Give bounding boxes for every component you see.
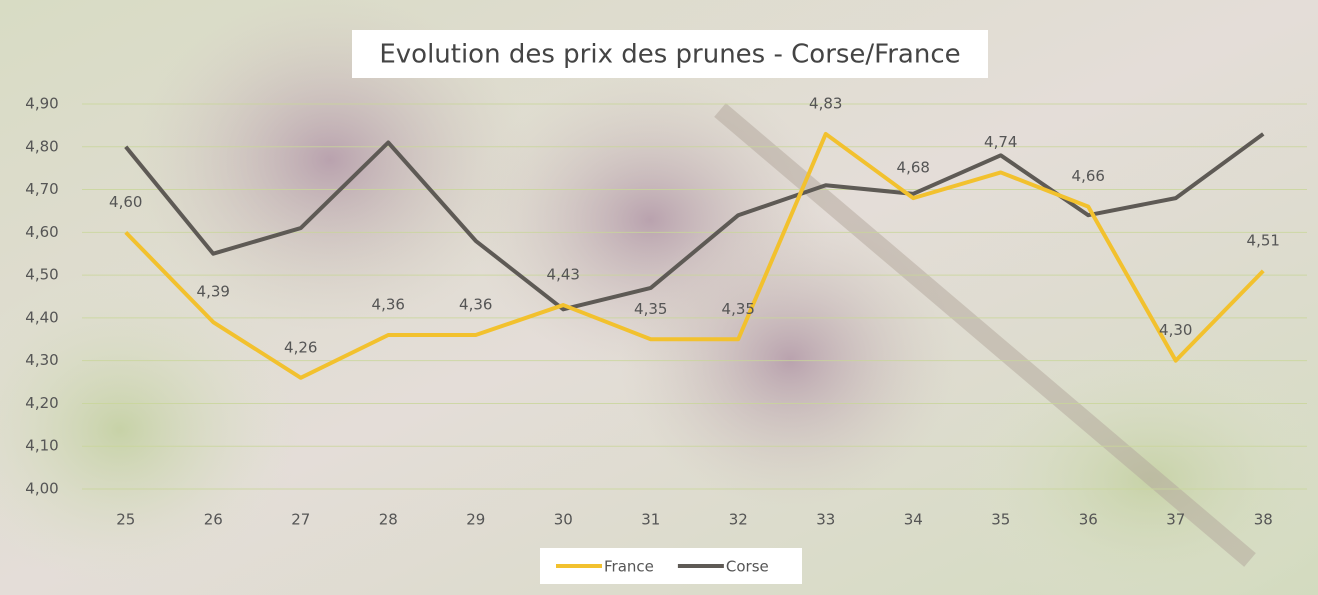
data-label: 4,36 xyxy=(372,296,405,314)
x-tick-label: 29 xyxy=(466,511,485,529)
x-tick-label: 37 xyxy=(1166,511,1185,529)
x-tick-label: 25 xyxy=(116,511,135,529)
y-tick-label: 4,20 xyxy=(25,394,58,412)
data-label: 4,43 xyxy=(547,266,580,284)
y-tick-label: 4,50 xyxy=(25,266,58,284)
data-label: 4,35 xyxy=(634,300,667,318)
x-tick-label: 34 xyxy=(904,511,923,529)
data-label: 4,35 xyxy=(722,300,755,318)
y-tick-label: 4,90 xyxy=(25,95,58,113)
background-leaf xyxy=(0,270,300,590)
chart-title: Evolution des prix des prunes - Corse/Fr… xyxy=(379,40,960,70)
data-label: 4,74 xyxy=(984,133,1017,151)
data-label: 4,39 xyxy=(197,283,230,301)
data-label: 4,26 xyxy=(284,338,317,356)
y-tick-label: 4,00 xyxy=(25,480,58,498)
data-label: 4,83 xyxy=(809,94,842,112)
x-tick-label: 31 xyxy=(641,511,660,529)
y-tick-label: 4,30 xyxy=(25,351,58,369)
x-tick-label: 32 xyxy=(729,511,748,529)
y-tick-label: 4,70 xyxy=(25,180,58,198)
background-plum xyxy=(620,210,960,510)
data-label: 4,36 xyxy=(459,296,492,314)
x-tick-label: 27 xyxy=(291,511,310,529)
title-box xyxy=(352,30,988,78)
series-line xyxy=(124,132,1265,312)
y-tick-label: 4,80 xyxy=(25,137,58,155)
x-tick-label: 38 xyxy=(1254,511,1273,529)
series-line xyxy=(124,131,1265,380)
x-tick-label: 33 xyxy=(816,511,835,529)
x-tick-label: 30 xyxy=(554,511,573,529)
background-branch xyxy=(714,103,1256,567)
y-tick-label: 4,10 xyxy=(25,437,58,455)
x-tick-label: 36 xyxy=(1079,511,1098,529)
y-tick-label: 4,60 xyxy=(25,223,58,241)
data-label: 4,30 xyxy=(1159,321,1192,339)
data-label: 4,68 xyxy=(897,159,930,177)
data-label: 4,60 xyxy=(109,193,142,211)
x-tick-label: 28 xyxy=(379,511,398,529)
legend-label: France xyxy=(604,558,654,576)
legend-label: Corse xyxy=(726,558,769,576)
x-tick-label: 35 xyxy=(991,511,1010,529)
data-label: 4,51 xyxy=(1247,231,1280,249)
x-tick-label: 26 xyxy=(204,511,223,529)
data-label: 4,66 xyxy=(1072,167,1105,185)
y-tick-label: 4,40 xyxy=(25,308,58,326)
